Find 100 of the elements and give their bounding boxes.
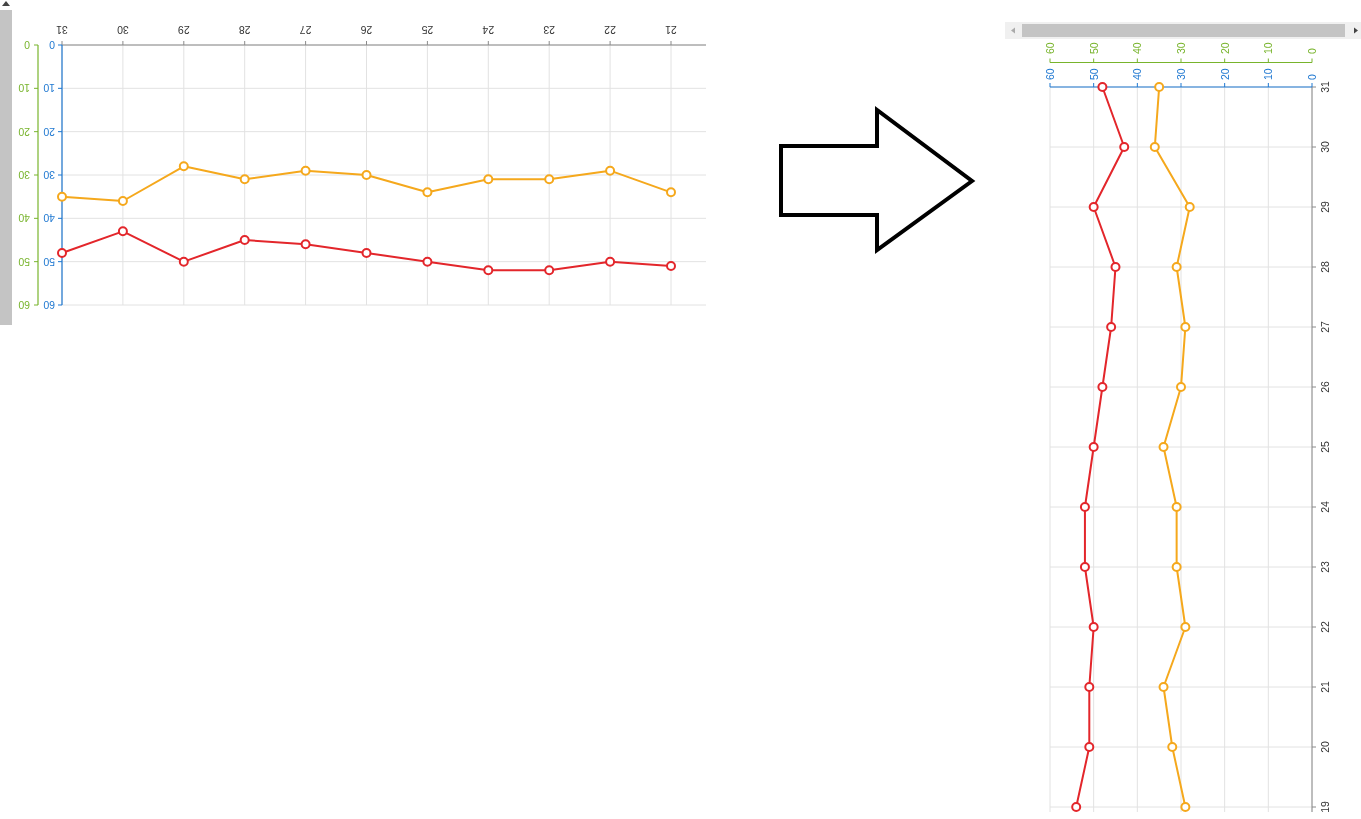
x2-tick-label: 40 — [1131, 42, 1144, 54]
y-tick-label: 27 — [1319, 321, 1331, 333]
point — [1171, 502, 1182, 512]
point — [178, 161, 189, 172]
point — [483, 174, 494, 185]
y2-tick-label: 50 — [43, 255, 55, 268]
x-tick-label: 40 — [1131, 68, 1144, 80]
point — [1171, 262, 1182, 272]
point — [1119, 142, 1130, 152]
y-tick-label: 40 — [18, 212, 30, 225]
point — [1158, 442, 1169, 452]
point — [1149, 142, 1160, 152]
x2-tick-label: 50 — [1087, 42, 1100, 54]
x-tick-label: 30 — [116, 24, 129, 36]
x-tick-label: 29 — [177, 24, 190, 36]
point — [1110, 262, 1121, 272]
y2-tick-label: 40 — [43, 212, 55, 225]
y2-tick-label: 10 — [43, 82, 55, 95]
point — [57, 191, 67, 202]
y-tick-label: 31 — [1319, 81, 1331, 93]
x-tick-label: 26 — [360, 24, 373, 36]
y-tick-label: 60 — [18, 299, 30, 311]
x2-tick-label: 0 — [1306, 48, 1318, 54]
x2-tick-label: 10 — [1262, 42, 1275, 54]
point — [1088, 202, 1099, 212]
point — [1176, 382, 1186, 392]
y2-tick-label: 0 — [49, 39, 55, 51]
point — [239, 235, 250, 245]
y-tick-label: 23 — [1319, 561, 1331, 573]
x-tick-label: 24 — [482, 24, 495, 36]
x-tick-label: 10 — [1262, 68, 1275, 80]
x-tick-label: 21 — [665, 24, 677, 36]
y2-tick-label: 20 — [43, 125, 55, 138]
point — [361, 170, 372, 180]
y-tick-label: 19 — [1319, 801, 1331, 813]
y-tick-label: 28 — [1319, 261, 1331, 273]
x-tick-label: 60 — [1044, 68, 1056, 80]
x-tick-label: 25 — [421, 24, 434, 36]
point — [1180, 802, 1191, 812]
point — [544, 174, 555, 185]
point — [1180, 322, 1191, 332]
point — [1184, 202, 1195, 212]
y-tick-label: 29 — [1319, 201, 1331, 213]
point — [117, 226, 128, 237]
point — [483, 265, 494, 276]
point — [300, 165, 311, 176]
x-tick-label: 28 — [238, 24, 251, 36]
y-tick-label: 25 — [1319, 441, 1331, 453]
point — [1079, 502, 1090, 512]
x-tick-label: 27 — [299, 24, 312, 36]
y-tick-label: 0 — [24, 39, 30, 51]
point — [1171, 562, 1182, 572]
point — [361, 248, 372, 258]
y-tick-label: 50 — [18, 255, 30, 268]
point — [1079, 562, 1090, 572]
point — [666, 261, 676, 271]
x-tick-label: 31 — [56, 24, 68, 36]
point — [1084, 742, 1095, 752]
y2-tick-label: 60 — [43, 299, 55, 311]
point — [1158, 682, 1169, 692]
y-tick-label: 22 — [1319, 621, 1331, 633]
point — [1084, 682, 1095, 692]
point — [1097, 82, 1108, 92]
y-tick-label: 20 — [1319, 741, 1331, 753]
point — [1088, 442, 1099, 452]
point — [422, 187, 433, 198]
point — [1106, 322, 1117, 332]
x2-tick-label: 60 — [1044, 42, 1056, 54]
point — [1154, 82, 1165, 92]
point — [178, 256, 189, 267]
point — [666, 187, 676, 198]
x-tick-label: 23 — [543, 24, 556, 36]
x-tick-label: 50 — [1087, 68, 1100, 80]
y-tick-label: 26 — [1319, 381, 1331, 393]
point — [239, 174, 250, 185]
x2-tick-label: 30 — [1175, 42, 1187, 54]
point — [1180, 622, 1191, 632]
x-tick-label: 22 — [604, 24, 616, 36]
point — [1071, 802, 1082, 812]
y-tick-label: 21 — [1319, 681, 1331, 693]
point — [605, 165, 616, 176]
y-tick-label: 30 — [18, 169, 30, 181]
y2-tick-label: 30 — [43, 169, 55, 181]
point — [300, 239, 311, 250]
y-tick-label: 24 — [1319, 501, 1331, 513]
point — [117, 196, 128, 206]
point — [1088, 622, 1099, 632]
x-tick-label: 30 — [1175, 68, 1187, 80]
point — [1167, 742, 1178, 752]
y-tick-label: 30 — [1319, 141, 1331, 153]
x-tick-label: 0 — [1306, 74, 1318, 80]
y-tick-label: 20 — [18, 125, 30, 138]
point — [57, 248, 67, 258]
x-tick-label: 20 — [1218, 68, 1231, 80]
y-tick-label: 10 — [18, 82, 30, 95]
point — [605, 256, 616, 267]
x2-tick-label: 20 — [1218, 42, 1231, 54]
point — [422, 256, 433, 267]
point — [1097, 382, 1108, 392]
point — [544, 265, 555, 276]
